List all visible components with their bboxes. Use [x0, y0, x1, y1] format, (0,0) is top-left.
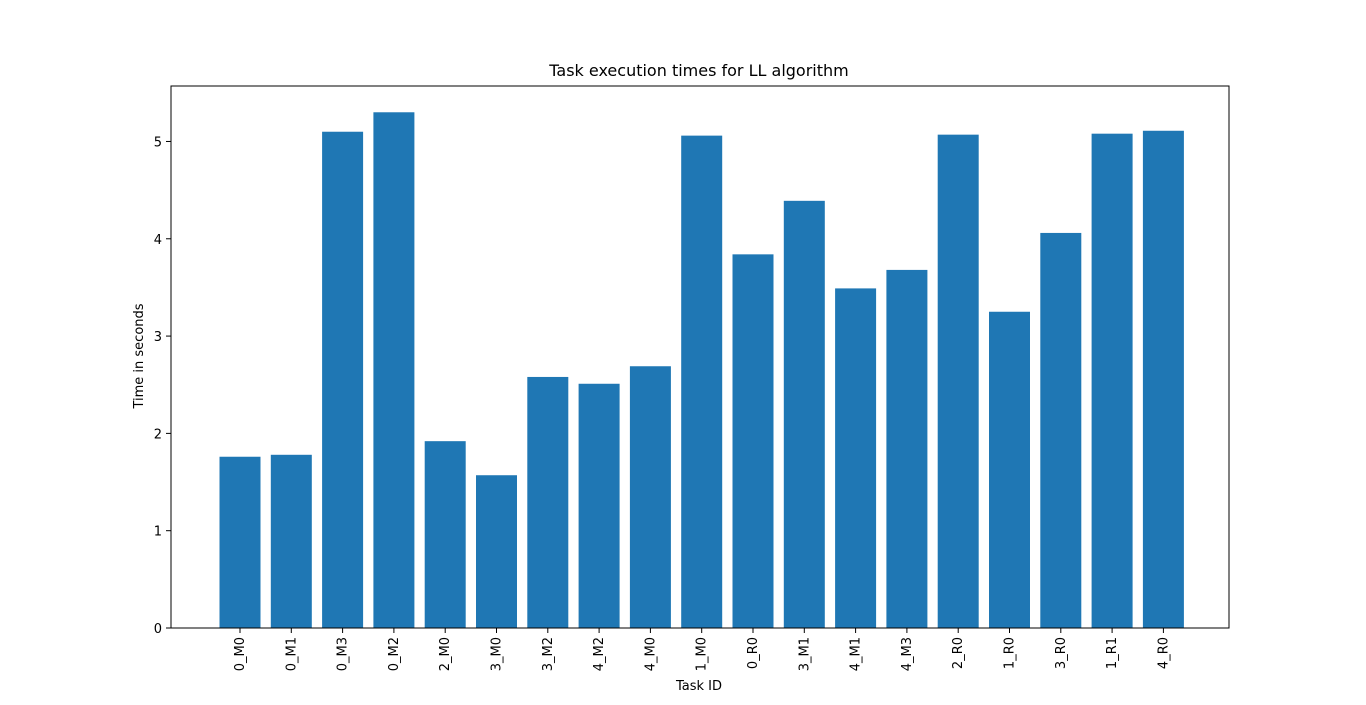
x-axis-ticks: 0_M0 0_M1 0_M3 0_M2 2_M0 3_M0 3_M2 4_M2 4_M0 1_M0…	[233, 628, 1171, 671]
x-tick-label: 3_M1	[797, 637, 812, 671]
x-tick-label: 0_M3	[336, 637, 351, 671]
y-axis-ticks: 0 1 2 3 4 5	[154, 135, 171, 637]
bar-4_R0	[1142, 130, 1184, 628]
plot-frame	[170, 85, 1230, 629]
x-tick-label: 1_R1	[1105, 637, 1120, 669]
x-tick-label: 2_M0	[438, 637, 453, 671]
bar-3_M1	[783, 200, 825, 628]
x-tick-label: 4_M2	[592, 637, 607, 671]
bar-0_M1	[270, 454, 312, 628]
bar-4_M0	[629, 366, 671, 628]
bar-1_R0	[989, 311, 1030, 628]
x-tick-label: 3_M0	[490, 637, 505, 671]
x-tick-label: 3_M2	[541, 637, 556, 671]
x-tick-label: 3_R0	[1054, 637, 1069, 669]
y-tick-label: 3	[154, 330, 162, 345]
x-tick-label: 4_M0	[643, 637, 658, 671]
bar-4_M1	[835, 288, 877, 628]
x-tick-label: 0_M2	[387, 637, 402, 671]
x-tick-label: 0_R0	[746, 637, 761, 669]
x-tick-label: 4_M1	[849, 637, 864, 671]
chart-title: Task execution times for LL algorithm	[548, 61, 848, 80]
bar-1_M0	[681, 135, 723, 628]
x-tick-label: 1_R0	[1003, 637, 1018, 669]
bars-group	[219, 112, 1184, 629]
bar-3_R0	[1040, 232, 1082, 628]
x-tick-label: 2_R0	[951, 637, 966, 669]
bar-3_M2	[527, 376, 569, 628]
y-axis-label: Time in seconds	[132, 303, 147, 409]
x-tick-label: 4_M3	[900, 637, 915, 671]
bar-1_R1	[1091, 133, 1133, 629]
bar-2_R0	[937, 134, 979, 628]
bar-3_M0	[476, 475, 517, 628]
x-axis-label: Task ID	[675, 679, 722, 694]
x-tick-label: 0_M0	[233, 637, 248, 671]
x-tick-label: 1_M0	[695, 637, 710, 671]
bar-0_R0	[732, 254, 774, 628]
bar-0_M0	[219, 456, 261, 628]
y-tick-label: 5	[154, 135, 162, 150]
x-tick-label: 4_R0	[1156, 637, 1171, 669]
bar-4_M2	[578, 383, 620, 628]
bar-0_M3	[322, 131, 364, 628]
y-tick-label: 1	[154, 525, 162, 540]
bar-0_M2	[373, 112, 415, 628]
x-tick-label: 0_M1	[284, 637, 299, 671]
y-tick-label: 4	[154, 233, 162, 248]
bar-2_M0	[424, 441, 466, 628]
bar-4_M3	[886, 269, 928, 628]
y-tick-label: 0	[154, 622, 162, 637]
y-tick-label: 2	[154, 427, 162, 442]
